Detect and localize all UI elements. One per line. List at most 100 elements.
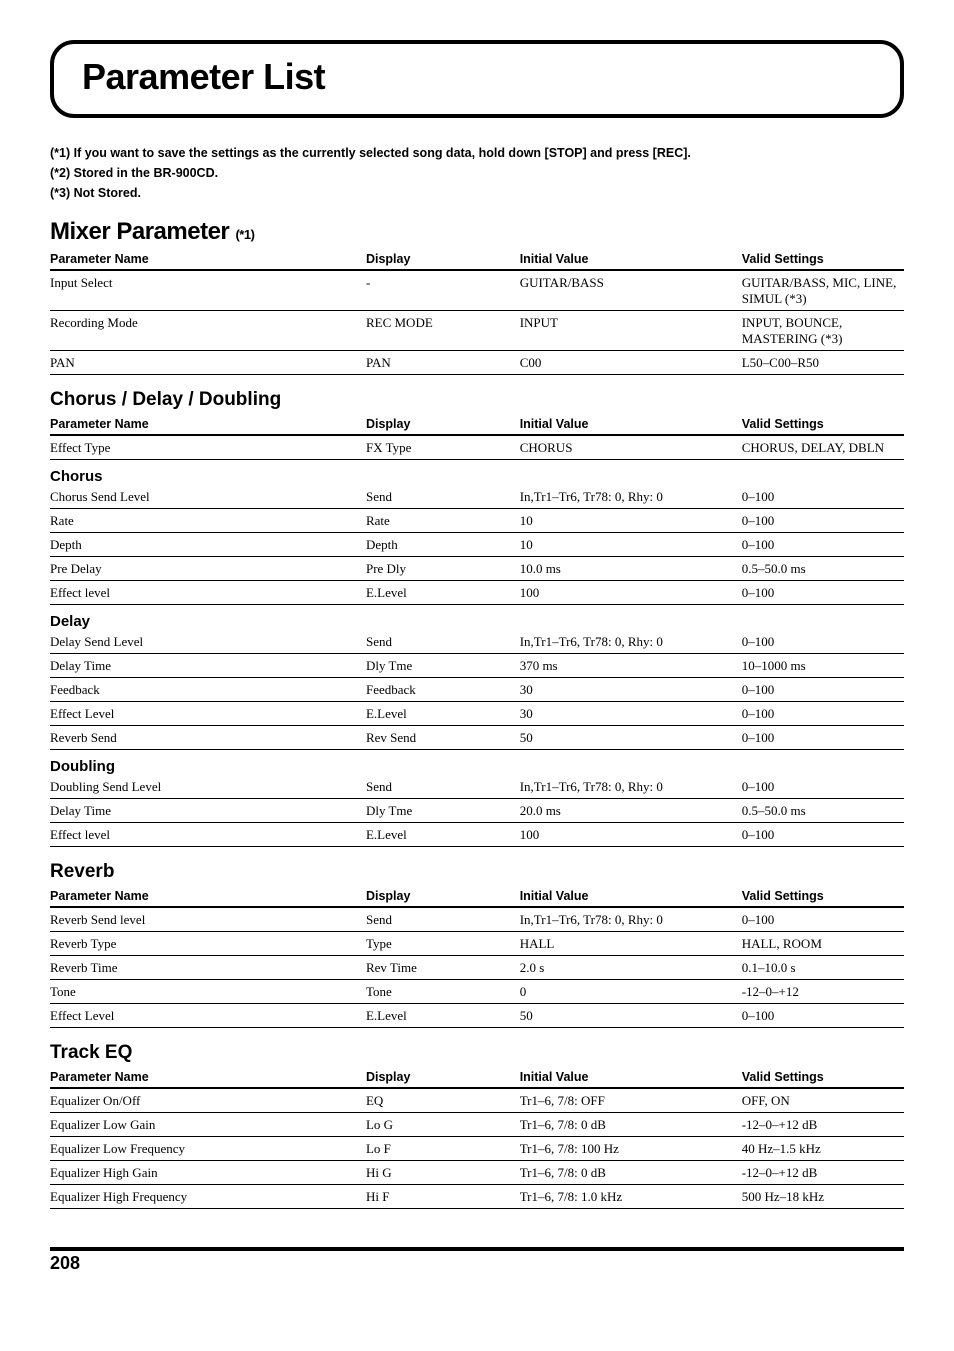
cell-display: Hi F — [366, 1185, 520, 1209]
cell-display: Dly Tme — [366, 654, 520, 678]
mixer-suffix: (*1) — [235, 227, 254, 242]
cell-initial: In,Tr1–Tr6, Tr78: 0, Rhy: 0 — [520, 775, 742, 799]
table-row: Reverb Send levelSendIn,Tr1–Tr6, Tr78: 0… — [50, 907, 904, 932]
cell-valid: 0–100 — [742, 907, 904, 932]
notes-block: (*1) If you want to save the settings as… — [50, 146, 904, 200]
cell-valid: -12–0–+12 — [742, 980, 904, 1004]
cell-name: Reverb Send level — [50, 907, 366, 932]
cell-name: Reverb Time — [50, 956, 366, 980]
th-initial: Initial Value — [520, 885, 742, 907]
cell-display: Pre Dly — [366, 557, 520, 581]
cell-display: Lo F — [366, 1137, 520, 1161]
cdd-heading: Chorus / Delay / Doubling — [50, 389, 904, 411]
th-valid: Valid Settings — [742, 413, 904, 435]
table-row: Effect LevelE.Level500–100 — [50, 1004, 904, 1028]
th-initial: Initial Value — [520, 413, 742, 435]
cell-name: Input Select — [50, 270, 366, 311]
cell-initial: 30 — [520, 678, 742, 702]
group-heading: Chorus — [50, 468, 904, 485]
cell-initial: HALL — [520, 932, 742, 956]
cell-display: Send — [366, 485, 520, 509]
cdd-groups: ChorusChorus Send LevelSendIn,Tr1–Tr6, T… — [50, 468, 904, 847]
cell-initial: 0 — [520, 980, 742, 1004]
cell-display: Lo G — [366, 1113, 520, 1137]
cell-initial: 10.0 ms — [520, 557, 742, 581]
cell-display: - — [366, 270, 520, 311]
cell-initial: Tr1–6, 7/8: 1.0 kHz — [520, 1185, 742, 1209]
group-tbody: Delay Send LevelSendIn,Tr1–Tr6, Tr78: 0,… — [50, 630, 904, 750]
group-heading: Doubling — [50, 758, 904, 775]
title-box: Parameter List — [50, 40, 904, 118]
th-display: Display — [366, 248, 520, 270]
cell-name: Reverb Type — [50, 932, 366, 956]
table-row: Effect levelE.Level1000–100 — [50, 823, 904, 847]
cell-valid: 0.1–10.0 s — [742, 956, 904, 980]
cell-initial: In,Tr1–Tr6, Tr78: 0, Rhy: 0 — [520, 630, 742, 654]
cell-display: Feedback — [366, 678, 520, 702]
cell-name: Depth — [50, 533, 366, 557]
cdd-top-table: Parameter Name Display Initial Value Val… — [50, 413, 904, 460]
cell-valid: 0–100 — [742, 533, 904, 557]
group-table: Chorus Send LevelSendIn,Tr1–Tr6, Tr78: 0… — [50, 485, 904, 605]
cell-valid: 10–1000 ms — [742, 654, 904, 678]
mixer-heading: Mixer Parameter (*1) — [50, 218, 904, 246]
cell-name: Delay Send Level — [50, 630, 366, 654]
cell-display: EQ — [366, 1088, 520, 1113]
cell-display: Dly Tme — [366, 799, 520, 823]
th-display: Display — [366, 413, 520, 435]
cell-initial: 30 — [520, 702, 742, 726]
cell-initial: 50 — [520, 1004, 742, 1028]
table-row: Reverb TypeTypeHALLHALL, ROOM — [50, 932, 904, 956]
cell-display: Send — [366, 775, 520, 799]
cell-valid: 500 Hz–18 kHz — [742, 1185, 904, 1209]
cell-valid: 0–100 — [742, 485, 904, 509]
cell-name: Equalizer Low Frequency — [50, 1137, 366, 1161]
cell-display: Depth — [366, 533, 520, 557]
cell-display: Rev Time — [366, 956, 520, 980]
cell-name: Doubling Send Level — [50, 775, 366, 799]
th-display: Display — [366, 1066, 520, 1088]
table-row: Equalizer High FrequencyHi FTr1–6, 7/8: … — [50, 1185, 904, 1209]
cdd-top-tbody: Effect TypeFX TypeCHORUSCHORUS, DELAY, D… — [50, 435, 904, 460]
table-row: Equalizer On/OffEQTr1–6, 7/8: OFFOFF, ON — [50, 1088, 904, 1113]
cell-valid: CHORUS, DELAY, DBLN — [742, 435, 904, 460]
note-item: (*1) If you want to save the settings as… — [50, 146, 904, 160]
cell-valid: 0–100 — [742, 726, 904, 750]
table-row: PANPANC00L50–C00–R50 — [50, 351, 904, 375]
cell-initial: INPUT — [520, 311, 742, 351]
table-row: ToneTone0-12–0–+12 — [50, 980, 904, 1004]
cell-display: Rev Send — [366, 726, 520, 750]
cell-name: Delay Time — [50, 654, 366, 678]
cell-valid: 0–100 — [742, 702, 904, 726]
cell-name: Effect Level — [50, 702, 366, 726]
mixer-table: Parameter Name Display Initial Value Val… — [50, 248, 904, 375]
cell-initial: GUITAR/BASS — [520, 270, 742, 311]
cell-initial: 10 — [520, 509, 742, 533]
cell-display: REC MODE — [366, 311, 520, 351]
mixer-tbody: Input Select-GUITAR/BASSGUITAR/BASS, MIC… — [50, 270, 904, 375]
cell-valid: L50–C00–R50 — [742, 351, 904, 375]
th-name: Parameter Name — [50, 885, 366, 907]
th-name: Parameter Name — [50, 248, 366, 270]
table-row: FeedbackFeedback300–100 — [50, 678, 904, 702]
group-heading: Delay — [50, 613, 904, 630]
th-name: Parameter Name — [50, 413, 366, 435]
th-valid: Valid Settings — [742, 1066, 904, 1088]
table-row: Delay TimeDly Tme20.0 ms0.5–50.0 ms — [50, 799, 904, 823]
cell-valid: INPUT, BOUNCE, MASTERING (*3) — [742, 311, 904, 351]
table-row: Effect TypeFX TypeCHORUSCHORUS, DELAY, D… — [50, 435, 904, 460]
cell-name: Recording Mode — [50, 311, 366, 351]
cell-display: Tone — [366, 980, 520, 1004]
th-display: Display — [366, 885, 520, 907]
cell-valid: 0–100 — [742, 823, 904, 847]
th-valid: Valid Settings — [742, 248, 904, 270]
note-item: (*3) Not Stored. — [50, 186, 904, 200]
note-item: (*2) Stored in the BR-900CD. — [50, 166, 904, 180]
table-row: Reverb TimeRev Time2.0 s0.1–10.0 s — [50, 956, 904, 980]
trackeq-heading: Track EQ — [50, 1042, 904, 1064]
cell-display: Type — [366, 932, 520, 956]
cell-name: Chorus Send Level — [50, 485, 366, 509]
cell-name: Effect Level — [50, 1004, 366, 1028]
cell-valid: 0–100 — [742, 775, 904, 799]
cell-initial: CHORUS — [520, 435, 742, 460]
